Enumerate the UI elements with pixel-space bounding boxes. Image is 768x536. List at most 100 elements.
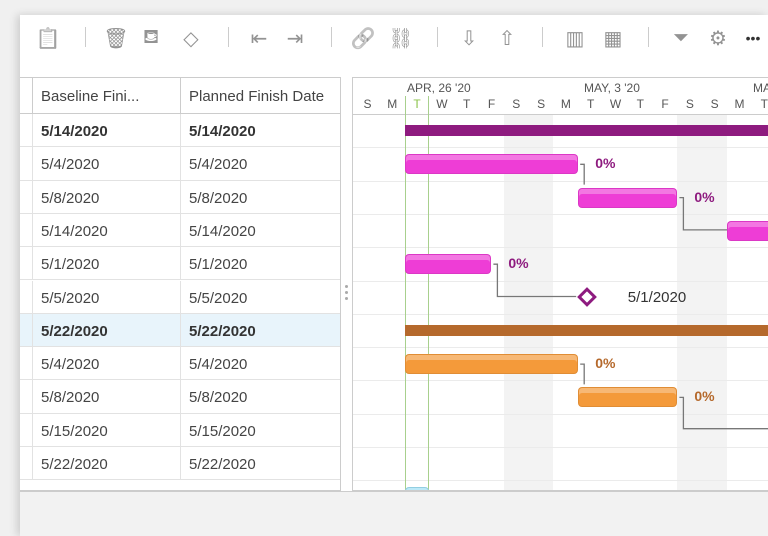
table-row[interactable]: 5/22/2020 5/22/2020 — [20, 313, 340, 348]
more-icon[interactable]: ••• — [745, 30, 761, 46]
baseline-finish-cell[interactable]: 5/8/2020 — [33, 180, 181, 213]
baseline-finish-cell[interactable]: 5/15/2020 — [33, 413, 181, 446]
baseline-finish-cell[interactable]: 5/4/2020 — [33, 347, 181, 380]
trash-icon[interactable]: 🗑 — [103, 27, 129, 50]
table-row[interactable]: 5/4/2020 5/4/2020 — [20, 147, 340, 181]
progress-label: 0% — [694, 388, 715, 405]
day-label: S — [685, 97, 694, 111]
planned-finish-cell[interactable]: 5/8/2020 — [181, 181, 340, 213]
planned-finish-cell[interactable]: 5/22/2020 — [181, 314, 340, 346]
planned-finish-cell[interactable]: 5/1/2020 — [181, 247, 340, 279]
table-row[interactable]: 5/15/2020 5/15/2020 — [20, 413, 340, 447]
clipboard-icon[interactable]: 📋 — [35, 27, 61, 50]
planned-finish-cell[interactable]: 5/15/2020 — [181, 414, 340, 446]
planned-finish-cell[interactable]: 5/14/2020 — [181, 114, 340, 146]
day-label: W — [436, 97, 448, 111]
task-bar[interactable] — [404, 154, 579, 175]
planned-finish-cell[interactable]: 5/4/2020 — [181, 147, 340, 179]
month-label: APR, 26 '20 — [407, 81, 471, 95]
day-label: T — [760, 97, 768, 111]
month-label: MAY, 3 '20 — [584, 81, 640, 95]
row-handle — [20, 280, 33, 313]
day-label: M — [387, 97, 398, 111]
planned-finish-cell[interactable]: 5/5/2020 — [181, 281, 340, 313]
planned-finish-cell[interactable]: 5/22/2020 — [181, 447, 340, 479]
baseline-finish-cell[interactable]: 5/22/2020 — [33, 313, 181, 347]
row-handle — [20, 247, 33, 280]
summary-bar[interactable] — [404, 324, 768, 336]
outdent-icon[interactable]: ⇤ — [250, 27, 268, 50]
row-handle — [20, 313, 33, 347]
day-label: T — [636, 97, 644, 111]
row-handle — [20, 147, 33, 180]
gantt-row-line — [353, 380, 768, 382]
task-bar[interactable] — [404, 254, 492, 275]
dependency-arrow — [580, 363, 585, 385]
progress-label: 0% — [508, 255, 529, 272]
unlink-icon[interactable]: ⛓ — [388, 27, 414, 50]
export-icon[interactable]: ⇧ — [498, 27, 516, 50]
planned-finish-cell[interactable]: 5/8/2020 — [181, 380, 340, 412]
table-row[interactable]: 5/14/2020 5/14/2020 — [20, 213, 340, 248]
baseline-finish-cell[interactable]: 5/14/2020 — [33, 114, 181, 147]
milestone-diamond-icon[interactable]: ◇ — [183, 27, 199, 50]
gantt-window: 📋 🗑 ⛾ ◇ ⇤ ⇥ 🔗 ⛓ ⇩ ⇧ ▥ ▦ ⏷ ⚙ ••• Baseline Fini... Plann… — [20, 15, 768, 536]
task-bar[interactable] — [578, 187, 678, 208]
baseline-finish-cell[interactable]: 5/5/2020 — [33, 280, 181, 313]
gantt-row-line — [353, 480, 768, 482]
table-row[interactable]: 5/14/2020 5/14/2020 — [20, 114, 340, 148]
baseline-finish-cell[interactable]: 5/1/2020 — [33, 247, 181, 280]
gantt-row-line — [353, 313, 768, 315]
progress-label: 0% — [694, 188, 715, 205]
pane-splitter[interactable] — [341, 77, 352, 491]
day-label: F — [661, 97, 669, 111]
status-bar — [20, 491, 768, 536]
toolbar-separator — [437, 27, 438, 47]
row-handle — [20, 180, 33, 213]
baseline-finish-cell[interactable]: 5/22/2020 — [33, 447, 181, 480]
import-icon[interactable]: ⇩ — [460, 27, 478, 50]
columns-icon[interactable]: ▥ — [565, 27, 585, 50]
task-bar[interactable] — [404, 354, 579, 375]
column-header-planned-finish[interactable]: Planned Finish Date — [181, 78, 340, 114]
column-header-baseline-finish[interactable]: Baseline Fini... — [33, 78, 181, 114]
progress-label: 0% — [595, 355, 616, 372]
table-row[interactable]: 5/5/2020 5/5/2020 — [20, 280, 340, 314]
table-row[interactable]: 5/22/2020 5/22/2020 — [20, 447, 340, 481]
indent-icon[interactable]: ⇥ — [286, 27, 304, 50]
dependency-arrow — [580, 163, 585, 185]
gantt-row-line — [353, 213, 768, 215]
toolbar: 📋 🗑 ⛾ ◇ ⇤ ⇥ 🔗 ⛓ ⇩ ⇧ ▥ ▦ ⏷ ⚙ ••• — [20, 15, 768, 63]
baseline-finish-cell[interactable]: 5/4/2020 — [33, 147, 181, 180]
gear-icon[interactable]: ⚙ — [709, 27, 727, 50]
link-icon[interactable]: 🔗 — [350, 27, 376, 50]
baseline-finish-cell[interactable]: 5/8/2020 — [33, 380, 181, 413]
planned-finish-cell[interactable]: 5/4/2020 — [181, 347, 340, 379]
toolbar-separator — [542, 27, 543, 47]
day-label: M — [734, 97, 745, 111]
milestone-label: 5/1/2020 — [627, 288, 687, 306]
planned-finish-cell[interactable]: 5/14/2020 — [181, 214, 340, 246]
row-handle — [20, 380, 33, 413]
task-bar[interactable] — [578, 387, 678, 408]
baseline-finish-cell[interactable]: 5/14/2020 — [33, 213, 181, 247]
task-bar[interactable] — [727, 220, 768, 241]
gantt-header-divider — [353, 114, 768, 115]
summary-bar[interactable] — [404, 125, 768, 136]
day-label: S — [537, 97, 546, 111]
row-handle — [20, 447, 33, 480]
table-row[interactable]: 5/8/2020 5/8/2020 — [20, 180, 340, 214]
day-label: S — [512, 97, 521, 111]
table-icon[interactable]: ▦ — [603, 27, 623, 50]
gantt-row-line — [353, 180, 768, 182]
table-row[interactable]: 5/1/2020 5/1/2020 — [20, 247, 340, 281]
day-label: M — [560, 97, 571, 111]
table-row[interactable]: 5/4/2020 5/4/2020 — [20, 347, 340, 381]
day-label: T — [413, 97, 421, 111]
filter-icon[interactable]: ⏷ — [673, 26, 689, 49]
paint-bucket-icon[interactable]: ⛾ — [142, 25, 160, 48]
dependency-arrow — [679, 196, 727, 231]
table-row[interactable] — [20, 480, 340, 490]
table-row[interactable]: 5/8/2020 5/8/2020 — [20, 380, 340, 414]
